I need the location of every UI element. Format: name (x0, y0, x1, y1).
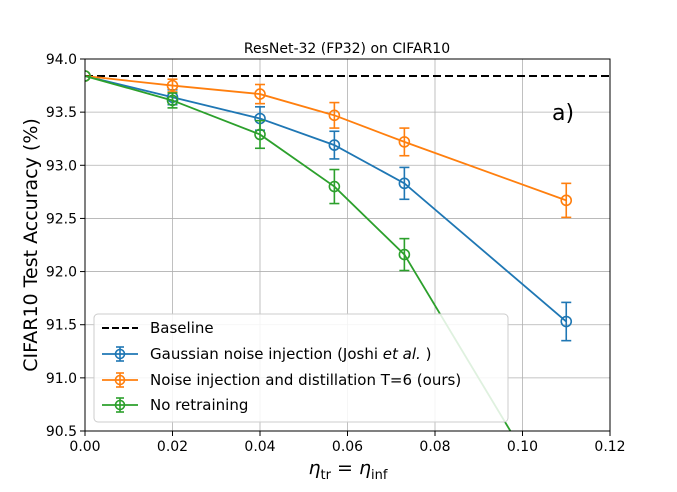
legend-label-part: et al. (383, 345, 421, 363)
legend-box (93, 313, 509, 423)
plot-clip-group (85, 70, 610, 431)
legend-label: Noise injection and distillation T=6 (ou… (150, 371, 461, 389)
legend-label: Baseline (150, 319, 214, 337)
series-line-3 (85, 75, 512, 431)
x-tick-label: 0.08 (419, 439, 450, 455)
panel-label: a) (552, 101, 574, 126)
data-point (254, 88, 266, 100)
x-tick-label: 0.10 (507, 439, 538, 455)
legend-swatch-marker (114, 374, 126, 386)
legend-label-part: ) (421, 345, 432, 363)
plot-frame (84, 58, 611, 432)
data-point (398, 136, 411, 148)
legend-label: No retraining (150, 396, 248, 414)
legend-swatch-marker (114, 348, 126, 360)
legend-swatch-marker (114, 399, 126, 411)
x-tick-label: 0.04 (244, 439, 275, 455)
plot-area (85, 70, 610, 431)
y-tick-label: 91.5 (46, 318, 77, 334)
x-tick-label: 0.02 (157, 439, 188, 455)
x-label-subscript: inf (371, 468, 388, 483)
data-point (254, 128, 266, 141)
data-point (166, 79, 179, 92)
series-line-1 (85, 75, 567, 323)
x-tick-label: 0.12 (594, 439, 625, 455)
x-axis-label: ηtr = ηinf (309, 457, 388, 483)
legend-label: Gaussian noise injection (Joshi et al. ) (150, 345, 431, 363)
grid (84, 58, 611, 432)
x-label-symbol: η (309, 457, 321, 479)
y-tick-label: 91.0 (46, 371, 77, 387)
y-tick-label: 93.0 (46, 158, 77, 174)
data-point (166, 94, 179, 107)
legend: Baseline Gaussian noise injection (Joshi … (93, 313, 509, 423)
data-point (560, 315, 573, 328)
x-label-equals: = (331, 457, 359, 479)
x-tick-label: 0.06 (332, 439, 363, 455)
legend-label-part: Gaussian noise injection (Joshi (150, 345, 383, 363)
y-tick-label: 94.0 (46, 52, 77, 68)
data-point (398, 177, 411, 190)
data-point (398, 248, 411, 261)
y-tick-label: 90.5 (46, 424, 77, 440)
x-label-subscript: tr (321, 468, 332, 483)
data-point (560, 194, 573, 207)
data-point (328, 109, 341, 122)
y-tick-label: 92.0 (46, 265, 77, 281)
y-tick-label: 93.5 (46, 105, 77, 121)
data-point (328, 180, 341, 193)
axis-ticks: 0.00 0.02 0.04 0.06 0.08 0.10 0.12 90.5 91.0 91.5… (46, 52, 626, 455)
x-tick-label: 0.00 (69, 439, 100, 455)
y-tick-label: 92.5 (46, 211, 77, 227)
series-line-2 (85, 75, 567, 202)
data-point (328, 139, 341, 151)
chart-title: ResNet-32 (FP32) on CIFAR10 (244, 41, 450, 57)
y-axis-label: CIFAR10 Test Accuracy (%) (20, 118, 42, 372)
data-point (85, 70, 91, 82)
x-label-symbol: η (359, 457, 371, 479)
